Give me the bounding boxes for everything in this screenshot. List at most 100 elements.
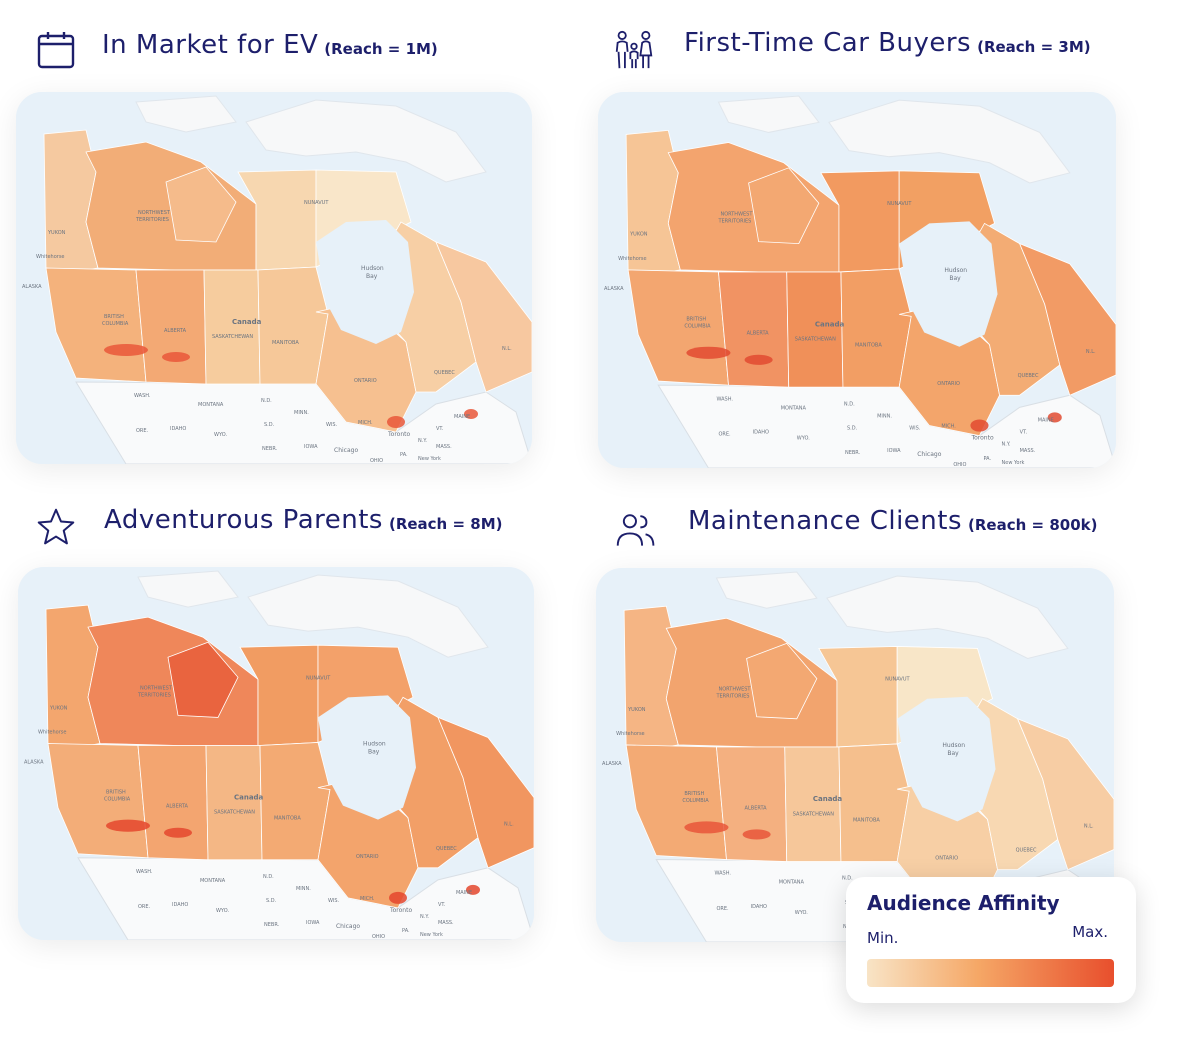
map-label-alaska: ALASKA xyxy=(22,284,42,290)
map-label-mass: MASS. xyxy=(1020,448,1036,454)
region-saskatchewan xyxy=(784,746,842,862)
map-ap: Canada Hudson Bay NUNAVUT YUKON NORTHWEST TERR… xyxy=(18,567,534,940)
map-label-whitehorse: Whitehorse xyxy=(616,731,645,737)
map-label-alberta: ALBERTA xyxy=(166,804,189,810)
map-label-nwt-1: NORTHWEST xyxy=(140,685,173,691)
map-label-mich: MICH. xyxy=(360,896,375,902)
map-label-ontario: ONTARIO xyxy=(356,854,379,860)
map-label-wash: WASH. xyxy=(716,396,733,402)
arctic-islands xyxy=(137,570,489,658)
panel-reach: (Reach = 800k) xyxy=(968,516,1098,534)
map-label-hudson-bay-2: Bay xyxy=(366,273,378,280)
region-alberta xyxy=(716,746,788,862)
region-manitoba xyxy=(259,742,331,861)
map-label-hudson-bay-1: Hudson xyxy=(363,740,386,747)
map-label-bc-1: BRITISH xyxy=(684,791,704,797)
region-manitoba xyxy=(838,743,910,862)
region-nwt-east xyxy=(165,166,237,243)
map-label-ny: N.Y. xyxy=(420,914,429,920)
map-label-idaho: IDAHO xyxy=(172,902,188,908)
map-label-whitehorse: Whitehorse xyxy=(36,254,65,260)
map-label-nl: N.L. xyxy=(504,822,514,828)
map-label-nwt-2: TERRITORIES xyxy=(715,694,749,700)
map-label-nwt-1: NORTHWEST xyxy=(138,210,171,216)
map-label-nd: N.D. xyxy=(844,401,855,407)
map-label-minn: MINN. xyxy=(877,413,892,419)
map-label-nd: N.D. xyxy=(263,874,274,880)
hotspot-2 xyxy=(389,891,407,904)
region-alberta xyxy=(137,745,209,861)
map-label-pa: PA. xyxy=(400,452,408,458)
region-saskatchewan xyxy=(786,271,844,388)
hotspot-0 xyxy=(104,344,148,356)
map-label-minn: MINN. xyxy=(294,410,309,416)
map-label-wash: WASH. xyxy=(714,871,731,877)
map-label-sask: SASKATCHEWAN xyxy=(793,811,834,817)
hotspot-0 xyxy=(684,821,729,834)
map-label-hudson-bay-1: Hudson xyxy=(361,265,384,272)
legend-min-label: Min. xyxy=(867,929,899,947)
region-alberta xyxy=(718,271,790,388)
map-label-nd: N.D. xyxy=(261,398,272,404)
hudson-bay xyxy=(316,220,414,344)
map-label-manitoba: MANITOBA xyxy=(855,343,882,349)
map-label-mich: MICH. xyxy=(941,424,956,430)
hotspot-1 xyxy=(742,829,771,840)
map-label-nwt-2: TERRITORIES xyxy=(135,217,169,223)
region-manitoba xyxy=(257,266,329,385)
map-label-hudson-bay-2: Bay xyxy=(949,275,961,282)
map-label-nl: N.L. xyxy=(502,346,512,352)
star-icon xyxy=(37,508,75,545)
map-label-bc-1: BRITISH xyxy=(106,790,126,796)
map-label-ore: ORE. xyxy=(716,906,729,912)
map-label-alaska: ALASKA xyxy=(602,761,622,767)
map-label-hudson-bay-2: Bay xyxy=(368,748,380,755)
map-label-nebr: NEBR. xyxy=(264,922,280,928)
map-label-hudson-bay-1: Hudson xyxy=(942,742,965,749)
map-label-nwt-2: TERRITORIES xyxy=(137,692,171,698)
map-label-sask: SASKATCHEWAN xyxy=(214,810,255,816)
legend-max-label: Max. xyxy=(1072,923,1108,941)
hotspot-0 xyxy=(686,346,731,359)
map-label-sd: S.D. xyxy=(266,898,277,904)
calendar-icon xyxy=(37,32,75,69)
hudson-bay xyxy=(899,221,998,347)
region-atlantic xyxy=(435,241,532,393)
map-label-mass: MASS. xyxy=(438,920,454,926)
region-atlantic xyxy=(1018,242,1116,396)
map-label-alaska: ALASKA xyxy=(24,760,44,766)
region-nwt-east xyxy=(748,167,820,245)
map-label-idaho: IDAHO xyxy=(170,426,186,432)
arctic-islands xyxy=(135,95,487,183)
map-label-yukon: YUKON xyxy=(49,705,68,711)
map-label-ontario: ONTARIO xyxy=(937,381,960,387)
arctic-islands xyxy=(715,571,1069,660)
map-label-chicago: Chicago xyxy=(917,451,941,458)
hotspot-3 xyxy=(466,884,480,895)
hotspot-1 xyxy=(162,352,190,362)
panel-header-ev: In Market for EV (Reach = 1M) xyxy=(37,30,438,69)
region-nwt-east xyxy=(167,641,239,718)
panel-header-ap: Adventurous Parents (Reach = 8M) xyxy=(37,505,503,545)
map-label-toronto: Toronto xyxy=(389,907,412,914)
map-label-ohio: OHIO xyxy=(953,462,966,468)
panel-reach: (Reach = 1M) xyxy=(324,40,438,58)
panel-title: Maintenance Clients xyxy=(688,506,963,536)
map-label-alaska: ALASKA xyxy=(604,286,624,292)
region-atlantic xyxy=(437,716,534,869)
map-label-vt: VT. xyxy=(1020,430,1028,436)
map-label-manitoba: MANITOBA xyxy=(853,817,880,823)
panel-reach: (Reach = 8M) xyxy=(388,515,503,533)
map-label-chicago: Chicago xyxy=(334,447,358,454)
map-label-bc-1: BRITISH xyxy=(686,316,706,322)
map-label-sd: S.D. xyxy=(264,422,275,428)
map-label-nl: N.L. xyxy=(1086,349,1096,355)
map-label-canada: Canada xyxy=(232,318,262,326)
map-label-mass: MASS. xyxy=(436,444,452,450)
map-label-mich: MICH. xyxy=(358,420,373,426)
map-label-bc-1: BRITISH xyxy=(104,314,124,320)
hudson-bay xyxy=(897,696,996,822)
map-label-nwt-1: NORTHWEST xyxy=(720,211,753,217)
map-label-hudson-bay-1: Hudson xyxy=(944,267,967,274)
